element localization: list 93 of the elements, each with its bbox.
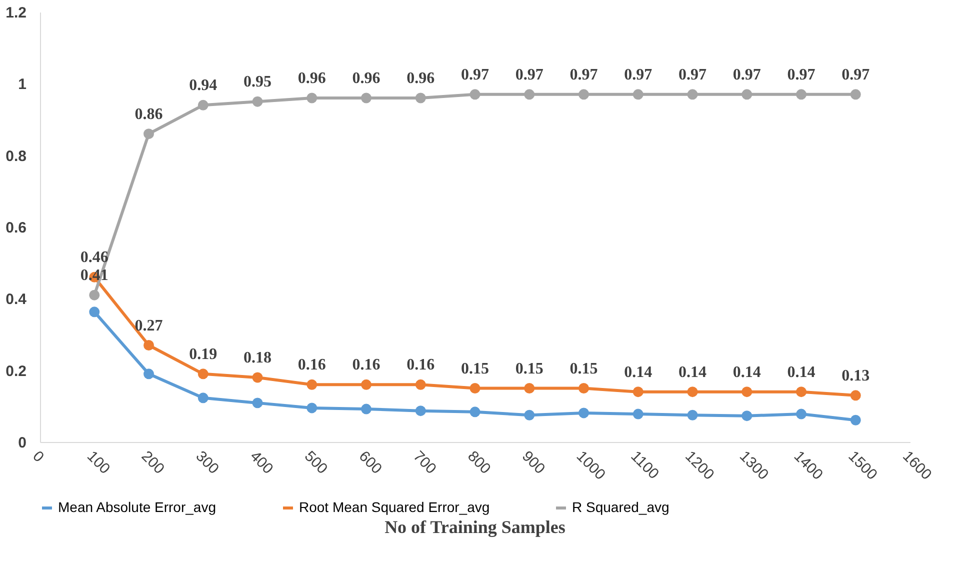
data-label: 0.16 bbox=[406, 356, 435, 374]
point bbox=[850, 89, 861, 100]
point bbox=[252, 96, 263, 107]
data-label: 0.16 bbox=[352, 356, 380, 374]
x-tick-label: 600 bbox=[355, 448, 386, 478]
point bbox=[89, 306, 100, 318]
data-label: 0.97 bbox=[570, 66, 598, 84]
data-label: 0.94 bbox=[189, 77, 218, 94]
x-tick-label: 700 bbox=[410, 448, 440, 478]
point bbox=[632, 89, 644, 100]
point bbox=[470, 89, 480, 100]
data-label: 0.13 bbox=[842, 367, 870, 384]
point bbox=[252, 372, 263, 383]
data-label: 0.16 bbox=[298, 356, 326, 374]
point bbox=[415, 92, 426, 104]
point bbox=[524, 410, 535, 420]
point bbox=[524, 89, 535, 100]
point bbox=[632, 386, 644, 398]
x-axis-title: No of Training Samples bbox=[384, 517, 566, 537]
data-label: 0.96 bbox=[352, 70, 380, 87]
x-tick-label: 200 bbox=[138, 448, 168, 478]
point bbox=[796, 386, 806, 398]
data-label: 0.15 bbox=[515, 360, 544, 378]
legend-label: Root Mean Squared Error_avg bbox=[299, 499, 490, 515]
point bbox=[361, 379, 372, 390]
point bbox=[742, 89, 752, 100]
point bbox=[470, 406, 480, 418]
point bbox=[578, 89, 589, 100]
legend-label: R Squared_avg bbox=[572, 499, 670, 515]
x-tick-label: 100 bbox=[84, 448, 114, 478]
data-label: 0.14 bbox=[787, 364, 816, 381]
point bbox=[850, 390, 861, 401]
data-label: 0.97 bbox=[515, 66, 544, 84]
point bbox=[742, 386, 752, 398]
point bbox=[306, 92, 318, 104]
point bbox=[632, 408, 644, 420]
point bbox=[796, 408, 806, 420]
x-tick-label: 900 bbox=[518, 448, 548, 478]
data-label: 0.14 bbox=[732, 364, 761, 381]
point bbox=[306, 402, 318, 414]
data-label: 0.97 bbox=[624, 66, 652, 84]
legend-label: Mean Absolute Error_avg bbox=[58, 499, 216, 515]
data-label: 0.97 bbox=[787, 66, 816, 84]
y-tick-label: 1.2 bbox=[6, 4, 26, 22]
data-label: 0.97 bbox=[842, 66, 870, 84]
point bbox=[687, 386, 698, 398]
point bbox=[361, 92, 372, 104]
data-label: 0.46 bbox=[80, 249, 108, 266]
data-label: 0.97 bbox=[461, 66, 489, 84]
data-label: 0.19 bbox=[189, 346, 218, 363]
data-label: 0.86 bbox=[134, 106, 163, 123]
x-tick-label: 500 bbox=[301, 448, 331, 478]
y-tick-label: 0.2 bbox=[6, 362, 26, 380]
point bbox=[144, 368, 154, 380]
point bbox=[198, 392, 208, 404]
point bbox=[361, 404, 372, 414]
x-tick-label: 300 bbox=[192, 448, 222, 478]
data-label: 0.97 bbox=[732, 66, 761, 84]
data-label: 0.96 bbox=[298, 70, 326, 87]
point bbox=[524, 383, 535, 394]
point bbox=[144, 128, 154, 140]
y-tick-label: 0.8 bbox=[6, 148, 26, 165]
point bbox=[198, 100, 208, 110]
y-tick-label: 1 bbox=[18, 76, 26, 94]
data-label: 0.95 bbox=[244, 74, 272, 91]
y-tick-label: 0.6 bbox=[6, 220, 26, 236]
point bbox=[198, 368, 208, 380]
point bbox=[578, 383, 589, 394]
data-label: 0.27 bbox=[134, 317, 163, 334]
point bbox=[687, 410, 698, 420]
data-label: 0.96 bbox=[406, 70, 435, 87]
point bbox=[415, 406, 426, 416]
x-tick-label: 800 bbox=[464, 448, 494, 478]
point bbox=[850, 414, 861, 426]
point bbox=[252, 398, 263, 408]
y-tick-label: 0 bbox=[18, 434, 26, 452]
data-label: 0.14 bbox=[678, 364, 706, 381]
point bbox=[578, 408, 589, 418]
point bbox=[306, 379, 318, 390]
point bbox=[470, 383, 480, 394]
point bbox=[89, 290, 100, 300]
data-label: 0.15 bbox=[461, 360, 489, 378]
data-label: 0.14 bbox=[624, 364, 652, 381]
data-label: 0.97 bbox=[678, 66, 706, 84]
point bbox=[687, 89, 698, 100]
y-tick-label: 0.4 bbox=[6, 291, 28, 308]
data-label: 0.18 bbox=[244, 350, 272, 366]
point bbox=[796, 89, 806, 100]
point bbox=[742, 410, 752, 422]
x-tick-label: 400 bbox=[246, 448, 276, 478]
data-label: 0.15 bbox=[570, 360, 598, 378]
point bbox=[415, 379, 426, 390]
point bbox=[144, 340, 154, 350]
